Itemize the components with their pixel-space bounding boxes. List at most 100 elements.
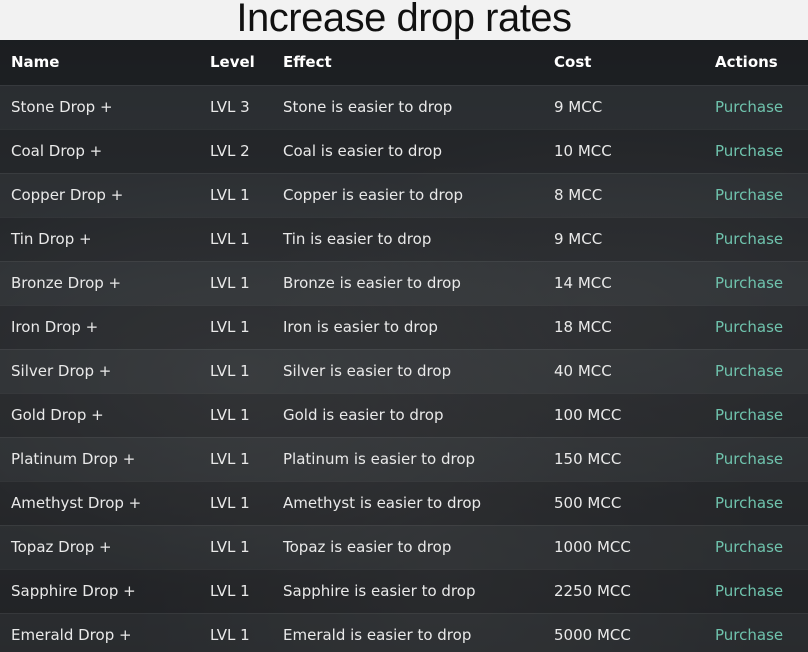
cell-level: LVL 1	[210, 406, 250, 424]
cell-level: LVL 1	[210, 582, 250, 600]
cell-effect: Bronze is easier to drop	[283, 274, 461, 292]
cell-level: LVL 1	[210, 186, 250, 204]
header-cost: Cost	[554, 53, 592, 72]
cell-cost: 9 MCC	[554, 230, 603, 248]
table-body: Stone Drop + LVL 3 Stone is easier to drop…	[0, 85, 808, 652]
cell-level: LVL 1	[210, 230, 250, 248]
upgrades-table-container: Name Level Effect Cost Actions Stone Dro…	[0, 40, 808, 652]
cell-name: Silver Drop +	[11, 362, 112, 380]
cell-level: LVL 1	[210, 494, 250, 512]
cell-effect: Coal is easier to drop	[283, 142, 442, 160]
cell-name: Iron Drop +	[11, 318, 99, 336]
cell-actions: Purchase	[715, 129, 808, 173]
cell-actions: Purchase	[715, 437, 808, 481]
cell-actions: Purchase	[715, 173, 808, 217]
purchase-button[interactable]: Purchase	[715, 406, 784, 424]
cell-cost: 1000 MCC	[554, 538, 631, 556]
purchase-button[interactable]: Purchase	[715, 450, 784, 468]
purchase-button[interactable]: Purchase	[715, 626, 784, 645]
cell-name: Tin Drop +	[11, 230, 92, 248]
cell-level: LVL 1	[210, 362, 250, 380]
cell-actions: Purchase	[715, 85, 808, 129]
cell-effect: Emerald is easier to drop	[283, 626, 472, 645]
cell-name: Sapphire Drop +	[11, 582, 136, 600]
cell-name: Amethyst Drop +	[11, 494, 142, 512]
cell-effect: Copper is easier to drop	[283, 186, 464, 204]
table-row: Emerald Drop + LVL 1 Emerald is easier to …	[0, 613, 808, 652]
purchase-button[interactable]: Purchase	[715, 582, 784, 600]
table-header-row: Name Level Effect Cost Actions	[0, 40, 808, 85]
table-row: Silver Drop + LVL 1 Silver is easier to dr…	[0, 349, 808, 393]
purchase-button[interactable]: Purchase	[715, 98, 784, 116]
cell-actions: Purchase	[715, 481, 808, 525]
cell-effect: Tin is easier to drop	[283, 230, 432, 248]
table-row: Copper Drop + LVL 1 Copper is easier to dr…	[0, 173, 808, 217]
purchase-button[interactable]: Purchase	[715, 538, 784, 556]
cell-cost: 2250 MCC	[554, 582, 631, 600]
cell-cost: 9 MCC	[554, 98, 603, 116]
table-row: Sapphire Drop + LVL 1 Sapphire is easier t…	[0, 569, 808, 613]
cell-level: LVL 1	[210, 274, 250, 292]
table-row: Stone Drop + LVL 3 Stone is easier to drop…	[0, 85, 808, 129]
cell-name: Platinum Drop +	[11, 450, 136, 468]
purchase-button[interactable]: Purchase	[715, 186, 784, 204]
cell-name: Coal Drop +	[11, 142, 103, 160]
purchase-button[interactable]: Purchase	[715, 318, 784, 336]
purchase-button[interactable]: Purchase	[715, 230, 784, 248]
header-level: Level	[210, 53, 255, 72]
cell-actions: Purchase	[715, 569, 808, 613]
cell-cost: 10 MCC	[554, 142, 612, 160]
cell-cost: 40 MCC	[554, 362, 612, 380]
cell-name: Gold Drop +	[11, 406, 104, 424]
cell-cost: 8 MCC	[554, 186, 603, 204]
cell-name: Copper Drop +	[11, 186, 124, 204]
cell-level: LVL 1	[210, 318, 250, 336]
cell-actions: Purchase	[715, 525, 808, 569]
cell-level: LVL 1	[210, 626, 250, 645]
cell-effect: Amethyst is easier to drop	[283, 494, 482, 512]
table-row: Platinum Drop + LVL 1 Platinum is easier t…	[0, 437, 808, 481]
cell-name: Stone Drop +	[11, 98, 113, 116]
cell-cost: 500 MCC	[554, 494, 622, 512]
cell-actions: Purchase	[715, 217, 808, 261]
purchase-button[interactable]: Purchase	[715, 274, 784, 292]
cell-effect: Stone is easier to drop	[283, 98, 453, 116]
cell-actions: Purchase	[715, 349, 808, 393]
cell-actions: Purchase	[715, 393, 808, 437]
cell-effect: Gold is easier to drop	[283, 406, 444, 424]
purchase-button[interactable]: Purchase	[715, 494, 784, 512]
cell-name: Bronze Drop +	[11, 274, 122, 292]
header-actions: Actions	[715, 53, 778, 72]
cell-actions: Purchase	[715, 305, 808, 349]
purchase-button[interactable]: Purchase	[715, 142, 784, 160]
cell-effect: Topaz is easier to drop	[283, 538, 452, 556]
cell-effect: Silver is easier to drop	[283, 362, 452, 380]
cell-level: LVL 1	[210, 538, 250, 556]
header-effect: Effect	[283, 53, 332, 72]
table-row: Tin Drop + LVL 1 Tin is easier to drop 9 MC…	[0, 217, 808, 261]
cell-level: LVL 1	[210, 450, 250, 468]
cell-cost: 18 MCC	[554, 318, 612, 336]
cell-effect: Platinum is easier to drop	[283, 450, 476, 468]
cell-cost: 100 MCC	[554, 406, 622, 424]
upgrades-table: Name Level Effect Cost Actions Stone Dro…	[0, 40, 808, 652]
table-row: Topaz Drop + LVL 1 Topaz is easier to drop…	[0, 525, 808, 569]
title-bar: Increase drop rates	[0, 0, 808, 40]
cell-actions: Purchase	[715, 613, 808, 652]
cell-name: Emerald Drop +	[11, 626, 132, 645]
table-header: Name Level Effect Cost Actions	[0, 40, 808, 85]
cell-actions: Purchase	[715, 261, 808, 305]
cell-effect: Sapphire is easier to drop	[283, 582, 476, 600]
cell-cost: 150 MCC	[554, 450, 622, 468]
cell-level: LVL 2	[210, 142, 250, 160]
table-row: Amethyst Drop + LVL 1 Amethyst is easier t…	[0, 481, 808, 525]
cell-effect: Iron is easier to drop	[283, 318, 438, 336]
cell-level: LVL 3	[210, 98, 250, 116]
header-name: Name	[11, 53, 60, 72]
page-title: Increase drop rates	[236, 0, 572, 40]
cell-name: Topaz Drop +	[11, 538, 112, 556]
table-row: Gold Drop + LVL 1 Gold is easier to drop 10…	[0, 393, 808, 437]
table-row: Coal Drop + LVL 2 Coal is easier to drop 10…	[0, 129, 808, 173]
purchase-button[interactable]: Purchase	[715, 362, 784, 380]
table-row: Bronze Drop + LVL 1 Bronze is easier to dr…	[0, 261, 808, 305]
